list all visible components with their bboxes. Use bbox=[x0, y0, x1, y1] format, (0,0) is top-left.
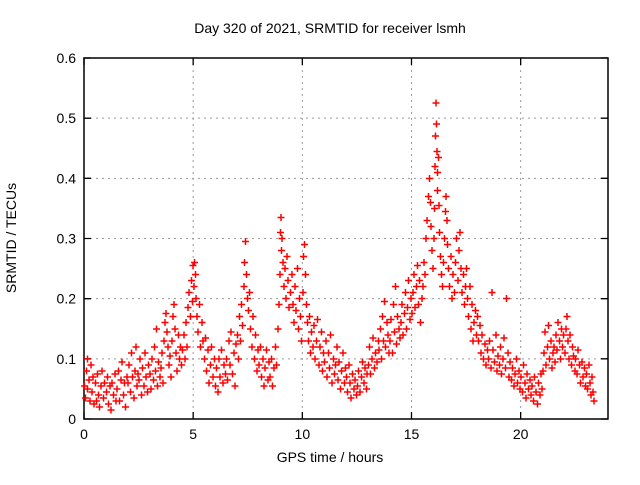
x-axis-tick-labels: 0 5 10 15 20 bbox=[80, 426, 529, 442]
y-tick-label: 0.1 bbox=[57, 351, 77, 367]
plot-border bbox=[83, 57, 609, 420]
y-axis-label: SRMTID / TECUs bbox=[3, 183, 19, 293]
data-point-markers bbox=[81, 99, 598, 414]
y-axis-tick-labels: 0 0.1 0.2 0.3 0.4 0.5 0.6 bbox=[57, 50, 77, 427]
y-tick-label: 0 bbox=[68, 411, 76, 427]
x-tick-label: 15 bbox=[404, 426, 420, 442]
grid-lines bbox=[84, 58, 608, 419]
x-axis-label: GPS time / hours bbox=[277, 449, 384, 465]
x-tick-label: 0 bbox=[80, 426, 88, 442]
scatter-points bbox=[81, 99, 598, 414]
y-tick-label: 0.5 bbox=[57, 110, 77, 126]
y-tick-label: 0.3 bbox=[57, 231, 77, 247]
y-tick-label: 0.4 bbox=[57, 170, 77, 186]
x-tick-label: 20 bbox=[513, 426, 529, 442]
y-tick-label: 0.6 bbox=[57, 50, 77, 66]
x-tick-label: 10 bbox=[295, 426, 311, 442]
chart-title: Day 320 of 2021, SRMTID for receiver lsm… bbox=[194, 20, 466, 36]
y-tick-label: 0.2 bbox=[57, 291, 77, 307]
x-tick-label: 5 bbox=[189, 426, 197, 442]
